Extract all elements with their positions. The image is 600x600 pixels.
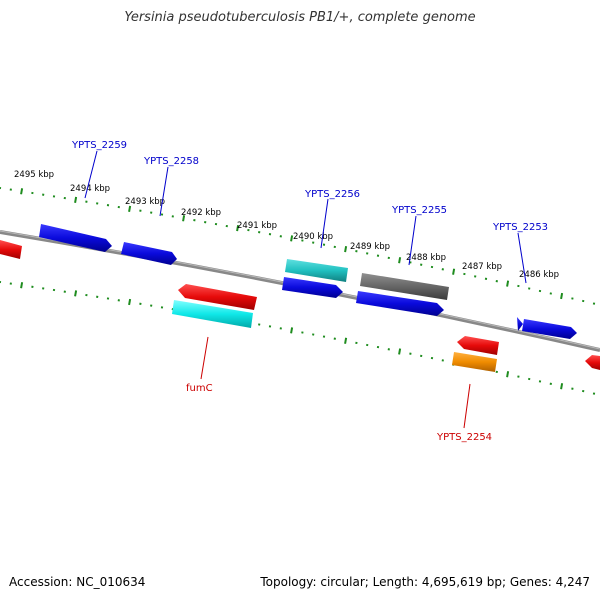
label-ypts-2254[interactable]: YPTS_2254 <box>436 432 492 443</box>
gene-left-edge[interactable] <box>0 240 22 259</box>
topology-text: Topology: circular; Length: 4,695,619 bp… <box>260 575 590 589</box>
gene-ypts-2255[interactable] <box>356 291 444 316</box>
kbp-label: 2491 kbp <box>237 221 277 231</box>
label-leaders <box>84 150 527 284</box>
label-ypts-2258[interactable]: YPTS_2258 <box>143 156 199 167</box>
kbp-label: 2487 kbp <box>462 262 502 272</box>
kbp-label: 2495 kbp <box>14 170 54 180</box>
gene-ypts-2254-red[interactable] <box>457 336 499 355</box>
gene-ypts-2253[interactable] <box>522 319 577 339</box>
gene-ypts-2256-teal[interactable] <box>285 259 348 282</box>
label-fumc[interactable]: fumC <box>186 383 213 394</box>
kbp-label: 2486 kbp <box>519 270 559 280</box>
gene-ypts-2256[interactable] <box>282 277 343 298</box>
kbp-label: 2489 kbp <box>350 242 390 252</box>
kbp-label: 2492 kbp <box>181 208 221 218</box>
label-ypts-2256[interactable]: YPTS_2256 <box>304 189 360 200</box>
accession-text: Accession: NC_010634 <box>9 575 146 589</box>
label-ypts-2253[interactable]: YPTS_2253 <box>492 222 548 233</box>
forward-genes <box>39 224 577 339</box>
gene-ypts-2259[interactable] <box>39 224 112 252</box>
kbp-label: 2488 kbp <box>406 253 446 263</box>
inner-tick-track <box>0 280 596 395</box>
label-ypts-2259[interactable]: YPTS_2259 <box>71 140 127 151</box>
kbp-scale: 2495 kbp 2494 kbp 2493 kbp 2492 kbp 2491… <box>14 170 559 280</box>
gene-right-edge[interactable] <box>585 355 600 370</box>
gene-fumc-red[interactable] <box>178 284 257 310</box>
gene-ypts-2253-small[interactable] <box>517 317 523 331</box>
gene-ypts-2254[interactable] <box>452 352 497 372</box>
kbp-label: 2494 kbp <box>70 184 110 194</box>
label-ypts-2255[interactable]: YPTS_2255 <box>391 205 447 216</box>
map-title: Yersinia pseudotuberculosis PB1/+, compl… <box>124 10 476 25</box>
kbp-label: 2493 kbp <box>125 197 165 207</box>
kbp-label: 2490 kbp <box>293 232 333 242</box>
label-leaders-red <box>200 336 471 429</box>
reverse-genes <box>0 240 600 372</box>
gene-ypts-2258[interactable] <box>121 242 177 265</box>
gene-ypts-2255-gray[interactable] <box>360 273 449 300</box>
gene-fumc[interactable] <box>172 300 253 328</box>
